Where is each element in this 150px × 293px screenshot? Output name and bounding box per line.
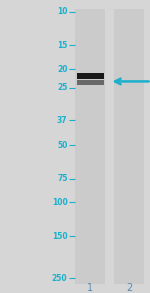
- Text: 75: 75: [57, 174, 68, 183]
- Text: 2: 2: [126, 283, 132, 293]
- Text: 25: 25: [57, 83, 68, 92]
- Text: 100: 100: [52, 198, 68, 207]
- Text: 15: 15: [57, 41, 68, 50]
- Text: 37: 37: [57, 116, 68, 125]
- Text: 1: 1: [87, 283, 93, 293]
- Text: 20: 20: [57, 65, 68, 74]
- Text: 250: 250: [52, 274, 68, 283]
- Bar: [76, 80, 103, 86]
- Bar: [76, 73, 103, 79]
- Text: 10: 10: [57, 7, 68, 16]
- Text: 150: 150: [52, 231, 68, 241]
- Bar: [75, 9, 105, 284]
- Bar: [114, 9, 144, 284]
- Text: 50: 50: [57, 141, 68, 149]
